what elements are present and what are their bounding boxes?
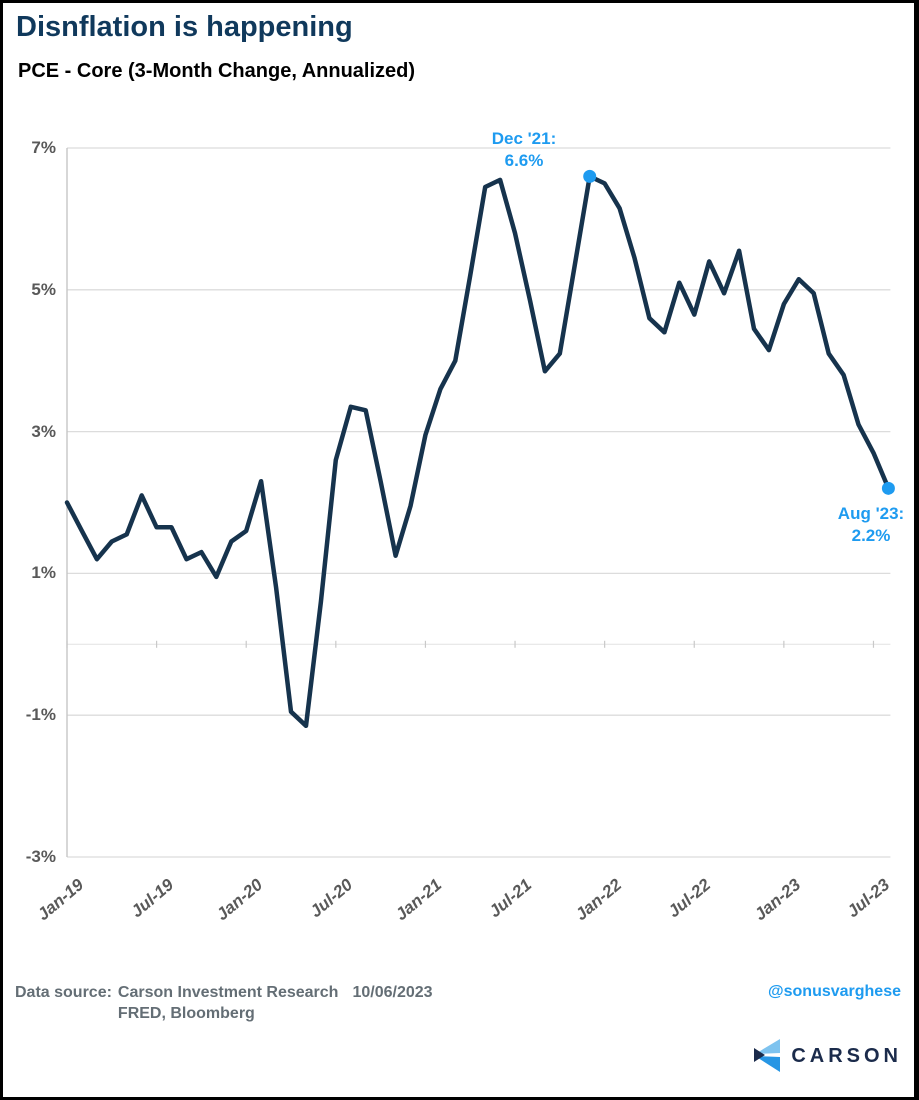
y-tick-label: 3%: [31, 421, 56, 441]
x-tick-label: Jul-21: [485, 875, 536, 922]
x-tick-label: Jul-23: [843, 875, 894, 922]
annotation-dot: [881, 481, 895, 495]
annotation-dec21: Dec '21: 6.6%: [468, 128, 580, 172]
x-tick-label: Jan-21: [392, 875, 446, 925]
data-source-line1: Carson Investment Research: [117, 984, 339, 1001]
twitter-handle: @sonusvarghese: [768, 983, 901, 1000]
y-tick-label: 5%: [31, 279, 56, 299]
x-tick-label: Jan-22: [571, 875, 625, 925]
data-source-date: 10/06/2023: [352, 984, 433, 1001]
data-source-line2: FRED, Bloomberg: [117, 1005, 255, 1022]
y-tick-label: -1%: [25, 705, 56, 725]
carson-logo-text: CARSON: [791, 1044, 902, 1067]
x-tick-label: Jan-20: [212, 875, 267, 925]
annotation-aug23-date: Aug '23:: [837, 504, 905, 523]
x-tick-label: Jul-20: [306, 875, 357, 922]
annotation-aug23: Aug '23: 2.2%: [816, 503, 914, 547]
y-tick-label: 7%: [31, 138, 56, 157]
y-tick-label: 1%: [31, 563, 56, 583]
line-chart: [64, 147, 895, 858]
data-source: Data source: Carson Investment Research 1…: [15, 982, 433, 1024]
series-line: [64, 174, 891, 729]
y-tick-label: -3%: [25, 847, 56, 866]
data-source-label: Data source:: [15, 984, 112, 1001]
x-tick-label: Jul-19: [126, 875, 177, 922]
x-tick-label: Jul-22: [664, 875, 715, 922]
page-title: Disnflation is happening: [16, 11, 353, 43]
annotation-dec21-value: 6.6%: [504, 151, 544, 170]
carson-logo-icon: [754, 1039, 781, 1072]
chart-subtitle: PCE - Core (3-Month Change, Annualized): [18, 60, 416, 82]
carson-logo: CARSON: [751, 1038, 902, 1074]
annotation-dec21-date: Dec '21:: [491, 129, 557, 148]
annotation-aug23-value: 2.2%: [851, 526, 891, 545]
annotation-dot: [583, 169, 597, 183]
x-tick-label: Jan-19: [33, 875, 88, 925]
x-tick-label: Jan-23: [750, 875, 805, 925]
